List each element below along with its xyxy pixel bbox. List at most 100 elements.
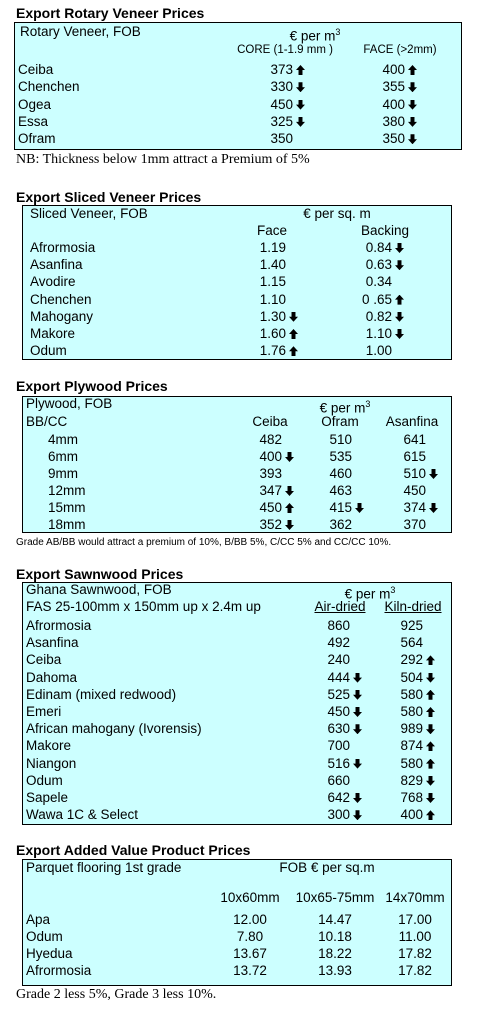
trend-arrow [408, 134, 417, 145]
price-value: 355 [382, 79, 405, 95]
price-cell: 393 [202, 466, 294, 482]
price-cell: 630 [270, 721, 362, 737]
price-cell: 400 [202, 449, 294, 465]
price-value: 300 [327, 807, 350, 823]
arrow-slot [350, 790, 362, 806]
price-cell: 0 .65 [312, 292, 404, 308]
price-value: 1.76 [259, 343, 286, 359]
price-cell: 10.18 [285, 929, 385, 945]
arrow-slot [392, 309, 404, 325]
price-cell: 925 [343, 618, 435, 634]
column-header-text: FACE (>2mm) [363, 44, 437, 56]
row-label: Hyedua [26, 946, 73, 961]
price-value: 11.00 [398, 929, 432, 944]
price-value: 7.80 [236, 929, 264, 944]
column-header-text: Ofram [321, 414, 359, 429]
price-value: 13.93 [318, 963, 352, 978]
price-value: 564 [400, 635, 423, 651]
row-label: Afrormosia [26, 963, 92, 978]
arrow-slot [293, 62, 305, 78]
trend-arrow [353, 689, 362, 700]
price-cell: 292 [343, 652, 435, 668]
row-label: African mahogany (Ivorensis) [26, 721, 202, 737]
price-cell: 516 [270, 756, 362, 772]
price-cell: 450 [346, 483, 438, 499]
arrow-slot [350, 704, 362, 720]
price-cell: 1.10 [312, 326, 404, 342]
price-value: 580 [400, 704, 423, 719]
price-cell: 510 [346, 466, 438, 482]
trend-arrow [426, 758, 435, 769]
price-cell: 525 [270, 687, 362, 703]
price-cell: 580 [343, 704, 435, 720]
arrow-slot [350, 721, 362, 737]
trend-arrow [296, 99, 305, 110]
trend-arrow [426, 672, 435, 683]
arrow-slot [423, 652, 435, 668]
price-cell: 1.76 [206, 343, 298, 359]
column-header: Asanfina [352, 414, 472, 430]
arrow-slot [392, 326, 404, 342]
column-header: 10x60mm [190, 890, 310, 906]
arrow-slot [350, 756, 362, 772]
column-header-text: Face [256, 223, 287, 238]
arrow-slot [423, 704, 435, 720]
column-header-text: Air-dried [314, 599, 366, 614]
product-label: Plywood, FOB [26, 396, 113, 411]
price-value: 482 [259, 432, 282, 447]
price-value: 352 [259, 517, 282, 532]
trend-arrow [353, 810, 362, 821]
price-cell: 13.67 [200, 946, 300, 962]
row-label: Sapele [26, 790, 69, 805]
arrow-slot [423, 773, 435, 789]
price-value: 0.34 [365, 274, 392, 290]
price-cell: 370 [346, 517, 438, 533]
price-unit: € per m3 [285, 396, 405, 417]
price-cell: 1.40 [206, 257, 298, 273]
price-cell: 504 [343, 670, 435, 686]
trend-arrow [296, 116, 305, 127]
price-value: 860 [327, 618, 350, 633]
arrow-slot [405, 114, 417, 130]
arrow-slot [392, 257, 404, 273]
price-unit-exponent: 3 [365, 399, 371, 409]
column-header: Air-dried [280, 599, 400, 615]
price-cell: 7.80 [200, 929, 300, 945]
price-value: 641 [403, 432, 426, 447]
price-value: 292 [400, 652, 423, 668]
row-label: Avodire [30, 274, 76, 290]
price-value: 240 [327, 652, 350, 668]
price-cell: 352 [202, 517, 294, 533]
price-cell: 400 [343, 807, 435, 823]
price-value: 450 [327, 704, 350, 719]
price-value: 374 [403, 500, 426, 515]
row-label: Essa [18, 113, 49, 129]
price-cell: 240 [270, 652, 362, 668]
trend-arrow [353, 707, 362, 717]
arrow-slot [282, 449, 294, 465]
price-value: 380 [382, 113, 405, 129]
arrow-slot [286, 343, 298, 359]
price-value: 350 [270, 131, 293, 147]
price-value: 362 [329, 517, 352, 532]
arrow-slot [405, 97, 417, 113]
price-unit-exponent: 3 [390, 585, 396, 595]
row-label: Afrormosia [26, 618, 92, 633]
arrow-slot [426, 466, 438, 482]
price-cell: 300 [270, 807, 362, 823]
price-value: 14.47 [318, 912, 352, 927]
price-cell: 347 [202, 483, 294, 499]
price-value: 1.30 [259, 308, 286, 324]
column-header: Face [212, 223, 332, 239]
price-cell: 463 [272, 483, 364, 499]
price-cell: 11.00 [365, 929, 465, 945]
trend-arrow [426, 793, 435, 803]
row-label: Edinam (mixed redwood) [26, 686, 177, 702]
price-value: 415 [329, 500, 352, 515]
price-cell: 0.63 [312, 257, 404, 273]
arrow-slot [426, 500, 438, 516]
trend-arrow [408, 116, 417, 127]
trend-arrow [289, 329, 298, 339]
arrow-slot [405, 79, 417, 95]
